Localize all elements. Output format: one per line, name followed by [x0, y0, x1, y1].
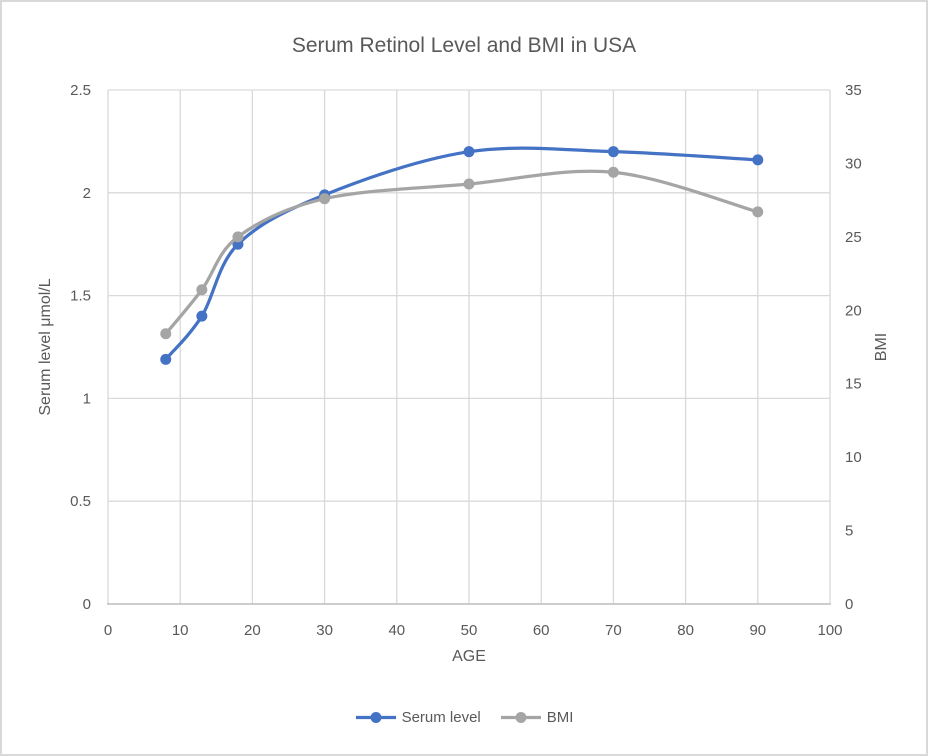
legend-label-serum-level: Serum level — [401, 709, 481, 726]
x-tick-label: 20 — [244, 622, 261, 639]
y-right-tick-label: 0 — [845, 596, 853, 613]
x-tick-label: 60 — [533, 622, 550, 639]
series-line-bmi[interactable] — [164, 169, 760, 336]
x-tick-label: 90 — [749, 622, 766, 639]
legend-item-bmi[interactable]: BMI — [500, 709, 574, 726]
legend: Serum level BMI — [2, 709, 926, 726]
x-tick-label: 50 — [461, 622, 478, 639]
x-tick-label: 100 — [817, 622, 842, 639]
x-tick-label: 80 — [677, 622, 694, 639]
x-tick-label: 70 — [605, 622, 622, 639]
marker-serum-level-age-90[interactable] — [752, 154, 764, 166]
marker-serum-level-age-8[interactable] — [160, 353, 172, 365]
y-left-tick-label: 2.5 — [70, 82, 91, 99]
marker-serum-level-age-13[interactable] — [196, 310, 208, 322]
legend-swatch-bmi — [500, 712, 541, 723]
marker-bmi-age-90[interactable] — [752, 206, 764, 218]
series-line-serum-level[interactable] — [164, 146, 760, 361]
y-right-tick-label: 5 — [845, 523, 853, 540]
marker-bmi-age-30[interactable] — [319, 193, 331, 205]
marker-serum-level-age-70[interactable] — [607, 146, 619, 158]
marker-bmi-age-8[interactable] — [160, 328, 172, 340]
y-right-tick-label: 35 — [845, 82, 862, 99]
y-left-tick-label: 0 — [83, 596, 91, 613]
marker-bmi-age-70[interactable] — [607, 166, 619, 178]
y-right-tick-label: 15 — [845, 376, 862, 393]
y-left-tick-label: 1.5 — [70, 288, 91, 305]
y-right-axis-title: BMI — [873, 333, 890, 361]
y-left-tick-label: 2 — [83, 185, 91, 202]
y-right-tick-label: 30 — [845, 155, 862, 172]
marker-bmi-age-18[interactable] — [232, 231, 244, 243]
y-right-tick-label: 25 — [845, 229, 862, 246]
x-tick-label: 0 — [104, 622, 112, 639]
y-left-tick-label: 0.5 — [70, 493, 91, 510]
x-axis-title: AGE — [452, 648, 486, 665]
plot-area: 0 10 20 30 40 50 60 70 80 90 10000.511.522.5051015… — [37, 82, 890, 665]
x-tick-label: 10 — [172, 622, 189, 639]
y-left-axis-title: Serum level μmol/L — [37, 278, 54, 415]
y-left-tick-label: 1 — [83, 390, 91, 407]
x-tick-label: 30 — [316, 622, 333, 639]
x-tick-label: 40 — [388, 622, 405, 639]
legend-label-bmi: BMI — [546, 709, 574, 726]
y-right-tick-label: 20 — [845, 302, 862, 319]
legend-marker-bmi — [515, 712, 527, 723]
legend-marker-serum — [370, 712, 382, 723]
marker-bmi-age-50[interactable] — [463, 178, 475, 190]
legend-item-serum-level[interactable]: Serum level — [355, 709, 481, 726]
marker-bmi-age-13[interactable] — [196, 284, 208, 296]
y-right-tick-label: 10 — [845, 449, 862, 466]
legend-swatch-serum-level — [355, 712, 396, 723]
chart-title: Serum Retinol Level and BMI in USA — [291, 34, 637, 57]
marker-serum-level-age-50[interactable] — [463, 146, 475, 158]
